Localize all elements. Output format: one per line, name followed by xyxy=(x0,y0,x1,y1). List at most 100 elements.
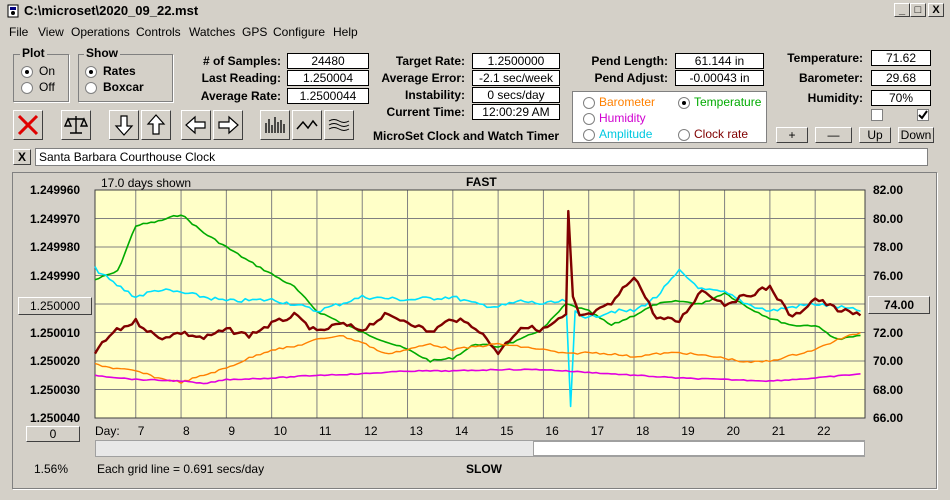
minus-button[interactable]: — xyxy=(815,127,852,143)
show-boxcar-radio[interactable] xyxy=(85,82,97,94)
stop-button[interactable] xyxy=(13,110,43,140)
instability-label: Instability: xyxy=(404,88,465,102)
day-tick-label: 17 xyxy=(590,424,605,438)
right-scale-button[interactable]: 74.00 xyxy=(868,296,930,314)
day-tick-label: 18 xyxy=(636,424,650,438)
multi-wave-icon xyxy=(328,119,350,131)
right-tick-label: 70.00 xyxy=(873,354,904,368)
left-tick-label: 1.249970 xyxy=(30,211,81,226)
watch-name-field[interactable]: Santa Barbara Courthouse Clock xyxy=(35,148,928,166)
menu-gps[interactable]: GPS xyxy=(242,25,268,39)
temperature-radio[interactable] xyxy=(678,97,690,109)
menu-help[interactable]: Help xyxy=(333,25,358,39)
day-tick-label: 22 xyxy=(817,424,831,438)
samples-label: # of Samples: xyxy=(202,54,281,68)
arrow-up-button[interactable] xyxy=(141,110,171,140)
down-button[interactable]: Down xyxy=(898,127,934,143)
plus-button[interactable]: + xyxy=(776,127,808,143)
current-time-label: Current Time: xyxy=(386,105,465,119)
clockrate-radio[interactable] xyxy=(678,129,690,141)
average-error-field: -2.1 sec/week xyxy=(472,70,560,86)
left-scale-button[interactable]: 1.250000 xyxy=(18,297,92,315)
plot-off-label: Off xyxy=(39,80,55,94)
sensor-checkbox-1[interactable] xyxy=(871,109,883,121)
menu-file[interactable]: File xyxy=(9,25,29,39)
barometer-field: 29.68 xyxy=(871,70,931,86)
left-tick-label: 1.249960 xyxy=(30,183,81,197)
left-tick-label: 1.250020 xyxy=(30,354,81,368)
target-rate-field[interactable]: 1.2500000 xyxy=(472,53,560,69)
menu-view[interactable]: View xyxy=(38,25,64,39)
current-time-field: 12:00:29 AM xyxy=(472,104,560,120)
watch-clear-button[interactable]: X xyxy=(13,149,31,165)
day-tick-label: 11 xyxy=(318,424,332,438)
humidity-radio[interactable] xyxy=(583,113,595,125)
close-button[interactable]: X xyxy=(928,3,944,17)
day-tick-label: 7 xyxy=(137,424,145,438)
day-axis-label: Day: xyxy=(95,424,120,438)
series-line-temperature xyxy=(94,214,861,363)
arrow-up-icon xyxy=(146,114,166,135)
scrollbar-thumb[interactable] xyxy=(533,441,865,456)
arrow-left-button[interactable] xyxy=(181,110,211,140)
arrow-left-icon xyxy=(185,115,206,135)
menu-operations[interactable]: Operations xyxy=(71,25,130,39)
barometer-option-label: Barometer xyxy=(599,95,656,109)
arrow-right-icon xyxy=(218,115,239,135)
maximize-button[interactable]: □ xyxy=(910,3,926,17)
left-tick-label: 1.250010 xyxy=(30,325,81,340)
day-tick-label: 9 xyxy=(228,424,236,438)
instability-field: 0 secs/day xyxy=(472,87,560,103)
left-tick-label: 1.250030 xyxy=(30,382,81,397)
days-shown-label: 17.0 days shown xyxy=(101,176,192,190)
day-tick-label: 15 xyxy=(500,424,514,438)
plot-on-label: On xyxy=(39,64,56,78)
arrow-right-button[interactable] xyxy=(213,110,243,140)
menu-watches[interactable]: Watches xyxy=(189,25,236,39)
series-line-amplitude xyxy=(94,266,861,408)
left-tick-label: 1.249980 xyxy=(30,240,81,254)
menu-controls[interactable]: Controls xyxy=(136,25,181,39)
show-group-title: Show xyxy=(84,46,120,60)
show-rates-radio[interactable] xyxy=(85,66,97,78)
checkmark-icon xyxy=(918,110,928,120)
bar-graph-icon xyxy=(265,117,285,133)
target-rate-label: Target Rate: xyxy=(395,54,465,68)
red-x-icon xyxy=(17,114,39,136)
pend-length-field[interactable]: 61.144 in xyxy=(675,53,764,69)
plot-on-radio[interactable] xyxy=(21,66,33,78)
barometer-radio[interactable] xyxy=(583,97,595,109)
menu-configure[interactable]: Configure xyxy=(273,25,326,39)
samples-field: 24480 xyxy=(287,53,369,69)
plot-off-radio[interactable] xyxy=(21,82,33,94)
amplitude-radio[interactable] xyxy=(583,129,595,141)
multi-wave-button[interactable] xyxy=(324,110,354,140)
arrow-down-button[interactable] xyxy=(109,110,139,140)
right-tick-label: 78.00 xyxy=(873,240,904,254)
day-tick-label: 8 xyxy=(183,424,190,438)
last-reading-field: 1.250004 xyxy=(287,70,369,86)
balance-scale-icon xyxy=(64,116,88,134)
day-tick-label: 14 xyxy=(454,424,469,438)
left-tick-label: 1.250040 xyxy=(30,411,81,425)
bars-view-button[interactable] xyxy=(260,110,290,140)
right-tick-label: 80.00 xyxy=(873,211,904,226)
day-tick-label: 19 xyxy=(681,424,695,438)
balance-button[interactable] xyxy=(61,110,91,140)
barometer-label: Barometer: xyxy=(798,71,863,85)
app-name-label: MicroSet Clock and Watch Timer xyxy=(373,129,560,143)
grid-note-label: Each grid line = 0.691 secs/day xyxy=(97,462,265,476)
temperature-field: 71.62 xyxy=(871,50,931,66)
zero-button[interactable]: 0 xyxy=(26,426,80,442)
day-tick-label: 16 xyxy=(545,424,559,438)
sensor-checkbox-2[interactable] xyxy=(917,109,929,121)
up-button[interactable]: Up xyxy=(859,127,891,143)
right-tick-label: 66.00 xyxy=(873,411,904,425)
title-bar xyxy=(0,0,950,22)
clockrate-option-label: Clock rate xyxy=(694,127,749,141)
minimize-button[interactable]: _ xyxy=(894,3,910,17)
sensor-select-group xyxy=(572,91,767,143)
right-tick-label: 76.00 xyxy=(873,268,904,283)
wave-view-button[interactable] xyxy=(292,110,322,140)
right-tick-label: 68.00 xyxy=(873,382,904,397)
